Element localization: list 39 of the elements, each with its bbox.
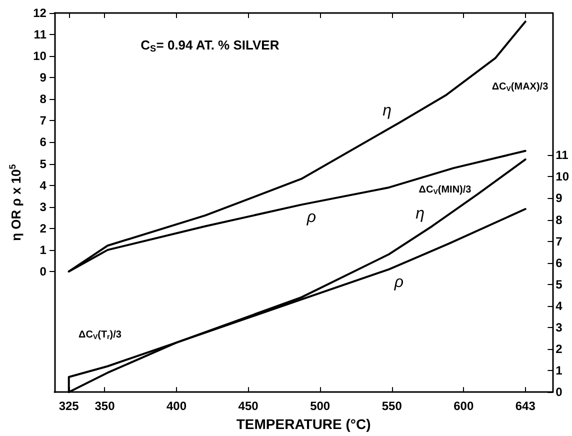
x-tick-label: 600 bbox=[454, 399, 474, 414]
y2-tick-label: 8 bbox=[556, 212, 563, 227]
x-axis-title: TEMPERATURE (°C) bbox=[236, 416, 371, 432]
y2-tick-label: 5 bbox=[556, 277, 563, 292]
y-tick-label: 7 bbox=[40, 114, 47, 128]
y-tick-label: 8 bbox=[40, 92, 47, 106]
y-tick-label: 3 bbox=[40, 200, 47, 214]
y2-tick-label: 0 bbox=[556, 385, 563, 400]
y-tick-label: 11 bbox=[34, 28, 47, 42]
x-tick-label: 350 bbox=[94, 399, 116, 414]
y-tick-label: 12 bbox=[33, 6, 47, 20]
y-tick-label: 6 bbox=[40, 135, 47, 150]
series-label: ρ bbox=[393, 274, 404, 291]
series-label: ρ bbox=[306, 209, 316, 226]
y2-tick-label: 10 bbox=[556, 170, 570, 184]
y2-tick-label: 4 bbox=[556, 298, 563, 313]
series-label: η bbox=[416, 206, 425, 223]
y2-tick-label: 11 bbox=[556, 148, 569, 162]
x-tick-label: 500 bbox=[310, 399, 330, 414]
y2-tick-label: 7 bbox=[556, 234, 563, 248]
x-tick-label: 400 bbox=[166, 399, 187, 414]
x-tick-label: 450 bbox=[238, 399, 259, 414]
y-tick-label: 5 bbox=[40, 156, 47, 171]
y2-tick-label: 2 bbox=[556, 342, 563, 356]
y2-tick-label: 3 bbox=[556, 320, 563, 334]
y-tick-label: 4 bbox=[40, 178, 47, 192]
y-tick-label: 9 bbox=[40, 70, 47, 85]
y2-tick-label: 9 bbox=[556, 191, 563, 206]
y-axis-title: η OR ρ x 105 bbox=[8, 164, 24, 241]
y2-tick-label: 6 bbox=[556, 256, 563, 270]
series-label: η bbox=[382, 102, 392, 120]
x-tick-label: 550 bbox=[382, 399, 402, 414]
y-tick-label: 2 bbox=[40, 221, 47, 236]
x-tick-label: 325 bbox=[58, 399, 80, 414]
y-tick-label: 10 bbox=[33, 49, 47, 64]
y2-tick-label: 1 bbox=[556, 364, 563, 378]
y-tick-label: 1 bbox=[40, 242, 47, 257]
x-tick-label: 643 bbox=[515, 399, 536, 414]
y-tick-label: 0 bbox=[40, 264, 47, 278]
